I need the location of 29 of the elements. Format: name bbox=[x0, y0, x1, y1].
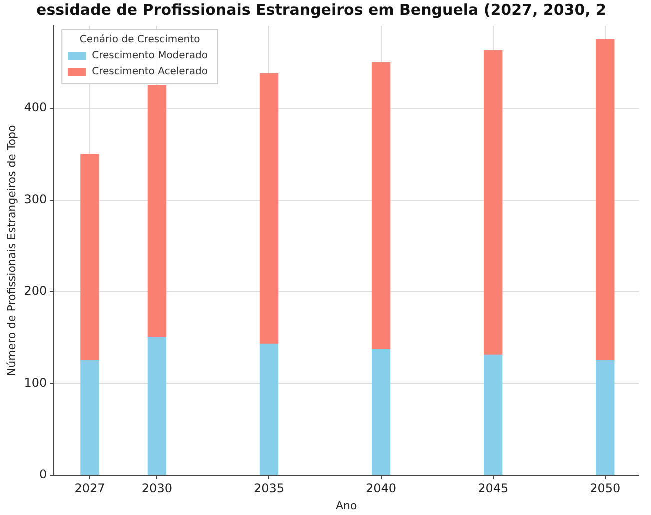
bar bbox=[80, 360, 100, 476]
legend-label: Crescimento Moderado bbox=[92, 50, 208, 62]
bar bbox=[260, 344, 279, 476]
x-axis-title: Ano bbox=[336, 499, 358, 512]
bar bbox=[260, 73, 279, 345]
x-tick-label: 2035 bbox=[254, 482, 285, 496]
y-tick-label: 300 bbox=[24, 192, 48, 206]
y-axis-title: Número de Profissionais Estrangeiros de Topo bbox=[5, 124, 18, 376]
bar bbox=[372, 349, 391, 476]
x-tick-label: 2027 bbox=[74, 482, 106, 496]
legend-title: Cenário de Crescimento bbox=[80, 34, 200, 46]
x-tick-label: 2040 bbox=[366, 482, 397, 496]
legend-label: Crescimento Acelerado bbox=[92, 66, 208, 78]
bar bbox=[484, 50, 503, 356]
y-tick-label: 100 bbox=[24, 376, 48, 390]
bar bbox=[596, 360, 615, 476]
bar bbox=[596, 39, 615, 362]
bar bbox=[484, 354, 503, 476]
y-tick-label: 400 bbox=[24, 100, 48, 115]
bar bbox=[148, 338, 167, 476]
bar bbox=[372, 62, 391, 350]
bar bbox=[80, 154, 100, 362]
chart-title: essidade de Profissionais Estrangeiros em Benguela (2027, 2030, 2 bbox=[36, 0, 606, 19]
x-tick-label: 2045 bbox=[478, 482, 509, 496]
y-tick-label: 200 bbox=[24, 284, 48, 298]
x-tick-label: 2030 bbox=[142, 482, 172, 496]
x-tick-label: 2050 bbox=[590, 482, 621, 496]
y-tick-label: 0 bbox=[39, 468, 48, 482]
bar bbox=[148, 85, 167, 338]
